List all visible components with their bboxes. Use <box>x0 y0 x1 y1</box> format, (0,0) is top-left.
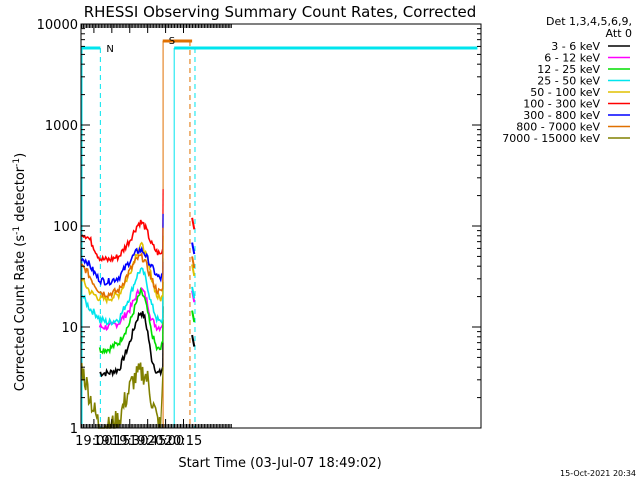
y-axis-label-part3: ) <box>13 153 28 158</box>
legend-label: 800 - 7000 keV <box>516 121 600 134</box>
annotation-s: S <box>169 36 175 47</box>
legend-label: 50 - 100 keV <box>530 86 600 99</box>
legend-label: 6 - 12 keV <box>544 52 600 65</box>
legend-label: 7000 - 15000 keV <box>502 132 600 145</box>
plot-area: NS <box>80 36 478 429</box>
legend-label: 3 - 6 keV <box>551 40 600 53</box>
y-axis-label-sup1: -1 <box>12 226 22 235</box>
x-tick-label: 19:30 <box>111 434 148 449</box>
legend-header: Att 0 <box>606 27 632 40</box>
legend-label: 25 - 50 keV <box>537 75 600 88</box>
x-tick-label: 20:00 <box>147 434 184 449</box>
chart-title: RHESSI Observing Summary Count Rates, Co… <box>84 3 477 21</box>
legend-label: 100 - 300 keV <box>523 98 600 111</box>
legend-label: 12 - 25 keV <box>537 63 600 76</box>
series-tail-6 <box>191 242 196 255</box>
x-tick-label: 20:15 <box>165 434 202 449</box>
series-tail-5 <box>191 217 196 230</box>
y-tick-label: 10000 <box>37 18 78 33</box>
series-line-7 <box>81 251 164 299</box>
series-line-2 <box>98 286 164 355</box>
x-tick-label: 19:15 <box>93 434 130 449</box>
y-axis-label-sup2: -1 <box>12 158 22 167</box>
series-line-1 <box>98 286 164 333</box>
series-tail-4 <box>191 264 196 277</box>
series-line-3 <box>81 267 164 326</box>
series-line-6 <box>80 245 164 286</box>
timestamp: 15-Oct-2021 20:34 <box>560 469 636 478</box>
x-axis-label: Start Time (03-Jul-07 18:49:02) <box>178 456 381 471</box>
series-tail-7 <box>191 256 196 269</box>
legend-label: 300 - 800 keV <box>523 109 600 122</box>
y-tick-label: 100 <box>53 220 78 235</box>
annotation-n: N <box>106 44 113 55</box>
series-spike-8 <box>159 367 164 429</box>
y-tick-label: 1 <box>70 422 78 437</box>
y-axis: 1 10 100 1000 10000 <box>37 18 481 437</box>
series-line-5 <box>81 219 164 264</box>
series-tail-2 <box>191 310 196 323</box>
x-tick-label: 19:00 <box>75 434 112 449</box>
y-axis-label: Corrected Count Rate (s-1 detector-1) <box>12 153 28 391</box>
series-tail-3 <box>191 286 196 299</box>
y-axis-label-part1: Corrected Count Rate (s <box>13 235 28 392</box>
series-line-4 <box>80 241 164 305</box>
x-tick-label: 19:45 <box>129 434 166 449</box>
series-line-0 <box>99 311 164 378</box>
series-line-8 <box>80 362 162 429</box>
legend-header: Det 1,3,4,5,6,9, <box>546 15 632 28</box>
series-tail-0 <box>191 334 196 347</box>
y-tick-label: 1000 <box>45 119 78 134</box>
y-tick-label: 10 <box>61 321 78 336</box>
y-axis-label-part2: detector <box>13 166 28 226</box>
